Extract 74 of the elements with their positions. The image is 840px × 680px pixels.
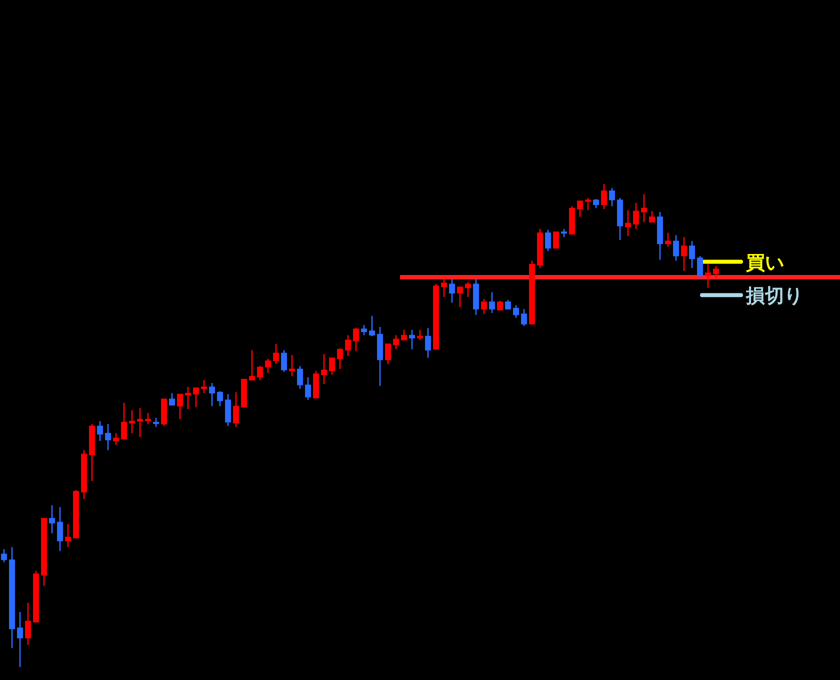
candlestick bbox=[425, 327, 431, 359]
candlestick bbox=[177, 393, 183, 420]
candlestick bbox=[225, 393, 231, 427]
candlestick bbox=[185, 386, 191, 410]
candlestick bbox=[25, 602, 31, 646]
candlestick bbox=[601, 183, 607, 210]
candlestick bbox=[385, 343, 391, 365]
candlestick bbox=[369, 315, 375, 337]
candlestick bbox=[1, 548, 7, 563]
candlestick bbox=[513, 304, 519, 318]
candlestick bbox=[257, 365, 263, 381]
candlestick bbox=[113, 432, 119, 446]
candlestick bbox=[521, 308, 527, 327]
candlestick bbox=[97, 420, 103, 442]
candlestick bbox=[57, 506, 63, 552]
candlestick bbox=[329, 357, 335, 376]
candlestick bbox=[681, 236, 687, 272]
candlestick bbox=[297, 365, 303, 390]
candlestick bbox=[201, 379, 207, 394]
candlestick bbox=[121, 402, 127, 440]
candlestick bbox=[337, 348, 343, 370]
candlestick bbox=[553, 232, 559, 249]
candlestick bbox=[305, 376, 311, 401]
candlestick bbox=[153, 417, 159, 428]
candlestick bbox=[233, 392, 239, 428]
candlestick bbox=[129, 409, 135, 434]
candlestick bbox=[689, 240, 695, 269]
candlestick bbox=[649, 210, 655, 223]
candlestick bbox=[217, 390, 223, 407]
candlestick bbox=[673, 234, 679, 262]
candlestick bbox=[489, 292, 495, 314]
candlestick bbox=[625, 209, 631, 237]
candlestick bbox=[249, 350, 255, 381]
candlestick bbox=[401, 329, 407, 341]
candlestick bbox=[281, 350, 287, 373]
candlestick bbox=[145, 412, 151, 425]
candlestick bbox=[633, 202, 639, 230]
candlestick bbox=[353, 327, 359, 352]
candlestick bbox=[713, 265, 719, 279]
candlestick bbox=[577, 200, 583, 218]
candlestick bbox=[409, 329, 415, 350]
candlestick bbox=[321, 353, 327, 385]
candlestick bbox=[17, 611, 23, 668]
candlestick bbox=[593, 198, 599, 209]
ref-line-label: 損切り bbox=[745, 285, 803, 308]
candlestick bbox=[105, 423, 111, 451]
ref-line-label: 買い bbox=[745, 252, 784, 274]
candlestick bbox=[505, 299, 511, 310]
candlestick bbox=[585, 197, 591, 211]
candlestick bbox=[609, 187, 615, 207]
candlestick bbox=[65, 523, 71, 548]
candlestick bbox=[209, 382, 215, 407]
candlestick bbox=[265, 358, 271, 374]
candlestick bbox=[665, 232, 671, 248]
candlestick bbox=[457, 286, 463, 308]
candlestick bbox=[449, 278, 455, 304]
candlestick bbox=[49, 504, 55, 534]
candlestick bbox=[441, 278, 447, 298]
candlestick bbox=[545, 229, 551, 252]
candlestick bbox=[697, 255, 703, 279]
candlestick bbox=[193, 387, 199, 408]
candlestick bbox=[417, 329, 423, 341]
candlestick bbox=[345, 334, 351, 357]
candlestick bbox=[465, 281, 471, 298]
candlestick bbox=[641, 193, 647, 223]
candlestick bbox=[169, 392, 175, 406]
candlestick bbox=[137, 407, 143, 438]
candlestick bbox=[289, 354, 295, 377]
candlestick bbox=[481, 298, 487, 315]
candlestick bbox=[393, 334, 399, 350]
candlestick bbox=[705, 264, 711, 288]
candlestick bbox=[361, 324, 367, 336]
candlestick bbox=[273, 343, 279, 365]
candlestick bbox=[497, 300, 503, 311]
